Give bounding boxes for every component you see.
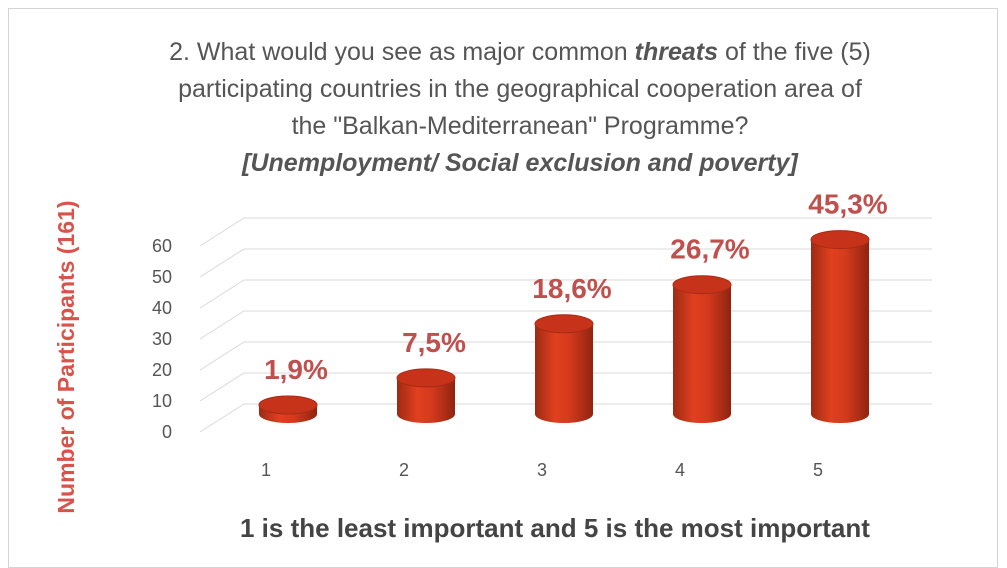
data-label: 45,3%: [808, 189, 887, 220]
bar-top: [672, 275, 732, 295]
bar-body: [535, 323, 593, 423]
x-tick-label: 5: [813, 460, 823, 480]
bar: [534, 314, 594, 423]
x-tick-label: 2: [399, 460, 409, 480]
data-label: 1,9%: [264, 354, 328, 385]
bar-top: [396, 368, 456, 388]
y-tick-label: 20: [152, 360, 172, 380]
title-line-1: 2. What would you see as major common th…: [169, 38, 871, 66]
x-tick-label: 1: [261, 460, 271, 480]
bar-body: [673, 284, 731, 423]
chart-title: 2. What would you see as major common th…: [90, 34, 950, 182]
bar-chart: 0 10 20 30 40 50 60 1 2 3 4 5 1,9% 7,5% 18,6% 26,7% 45…: [152, 189, 932, 480]
bar-top: [258, 395, 318, 415]
title-line-3: the "Balkan-Mediterranean" Programme?: [291, 112, 749, 140]
x-tick-label: 4: [675, 460, 685, 480]
bar: [672, 275, 732, 423]
bar: [810, 230, 870, 423]
y-tick-label: 50: [152, 267, 172, 287]
bar-body: [397, 377, 455, 423]
data-labels: 1,9% 7,5% 18,6% 26,7% 45,3%: [264, 189, 888, 385]
bar: [396, 368, 456, 423]
x-tick-label: 3: [537, 460, 547, 480]
title-line-2: participating countries in the geographi…: [178, 75, 862, 103]
bar-top: [534, 314, 594, 334]
y-ticks: 0 10 20 30 40 50 60: [152, 236, 172, 442]
x-ticks: 1 2 3 4 5: [261, 460, 823, 480]
bar-body: [811, 239, 869, 423]
x-axis-label: 1 is the least important and 5 is the mo…: [240, 513, 870, 543]
data-label: 18,6%: [532, 273, 611, 304]
data-label: 7,5%: [402, 327, 466, 358]
chart-subtitle: [Unemployment/ Social exclusion and pove…: [242, 149, 798, 177]
bar: [258, 395, 318, 423]
gridline: [199, 248, 932, 278]
gridline: [199, 217, 932, 247]
y-tick-label: 40: [152, 298, 172, 318]
data-label: 26,7%: [670, 234, 749, 265]
y-tick-label: 0: [162, 422, 172, 442]
y-tick-label: 10: [152, 391, 172, 411]
y-tick-label: 30: [152, 329, 172, 349]
bar-top: [810, 230, 870, 250]
bars: [258, 230, 870, 423]
y-tick-label: 60: [152, 236, 172, 256]
